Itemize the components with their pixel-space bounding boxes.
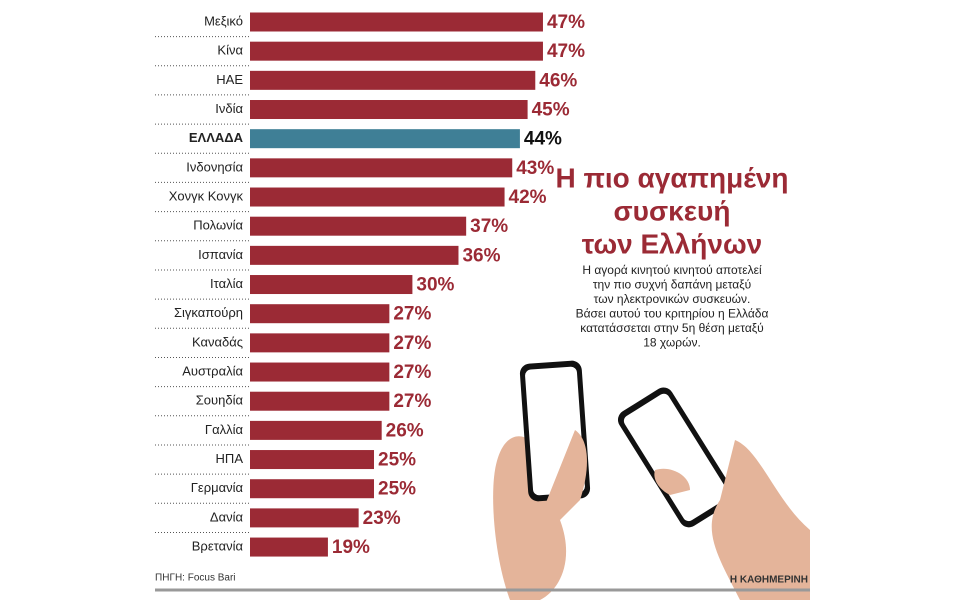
bar bbox=[250, 12, 543, 32]
category-label: ΗΠΑ bbox=[216, 451, 244, 466]
bar bbox=[250, 216, 467, 236]
category-label: Ιταλία bbox=[210, 276, 243, 291]
bar bbox=[250, 391, 390, 411]
value-label: 46% bbox=[539, 70, 577, 91]
value-label: 27% bbox=[393, 333, 431, 354]
bar bbox=[250, 158, 513, 178]
publisher: Η ΚΑΘΗΜΕΡΙΝΗ bbox=[730, 575, 808, 586]
category-label: Πολωνία bbox=[193, 218, 243, 233]
value-label: 30% bbox=[416, 275, 454, 296]
subtitle-line: κατατάσσεται στην 5η θέση μεταξύ bbox=[580, 321, 763, 335]
subtitle-line: Βάσει αυτού του κριτηρίου η Ελλάδα bbox=[576, 307, 769, 321]
value-label: 43% bbox=[516, 158, 554, 179]
value-label: 27% bbox=[393, 391, 431, 412]
subtitle-line: 18 χωρών. bbox=[643, 336, 701, 350]
value-label: 42% bbox=[509, 187, 547, 208]
value-label: 45% bbox=[532, 100, 570, 121]
value-label: 25% bbox=[378, 479, 416, 500]
bar bbox=[250, 41, 543, 61]
subtitle-line: την πιο συχνή δαπάνη μεταξύ bbox=[593, 278, 751, 292]
value-label: 26% bbox=[386, 420, 424, 441]
value-label: 47% bbox=[547, 41, 585, 62]
category-label: Γαλλία bbox=[205, 422, 244, 437]
category-label: Ισπανία bbox=[198, 247, 243, 262]
value-label: 36% bbox=[462, 245, 500, 266]
title-line: των Ελλήνων bbox=[582, 228, 762, 259]
bar bbox=[250, 537, 328, 557]
bar bbox=[250, 100, 528, 120]
bar bbox=[250, 508, 359, 528]
category-label: Καναδάς bbox=[192, 334, 243, 349]
bar bbox=[250, 304, 390, 324]
category-label: Βρετανία bbox=[192, 538, 244, 553]
title-line: συσκευή bbox=[614, 195, 731, 226]
category-label: Σιγκαπούρη bbox=[174, 305, 243, 320]
bar bbox=[250, 420, 382, 440]
category-label: Χονγκ Κονγκ bbox=[169, 188, 244, 203]
value-label: 27% bbox=[393, 362, 431, 383]
category-label: Σουηδία bbox=[196, 393, 244, 408]
category-label: Ινδία bbox=[215, 101, 243, 116]
value-label: 37% bbox=[470, 216, 508, 237]
bar bbox=[250, 362, 390, 382]
value-label: 47% bbox=[547, 12, 585, 33]
bar bbox=[250, 333, 390, 353]
title-line: Η πιο αγαπημένη bbox=[555, 162, 788, 193]
category-label: ΗΑΕ bbox=[216, 72, 243, 87]
subtitle-line: Η αγορά κινητού κινητού αποτελεί bbox=[582, 263, 762, 277]
bar bbox=[250, 129, 520, 149]
category-label: Κίνα bbox=[217, 43, 243, 58]
category-label: Αυστραλία bbox=[182, 363, 243, 378]
category-label: Δανία bbox=[210, 509, 244, 524]
value-label: 23% bbox=[363, 508, 401, 529]
value-label: 27% bbox=[393, 304, 431, 325]
source: ΠΗΓΗ: Focus Bari bbox=[155, 573, 236, 584]
bar bbox=[250, 479, 374, 499]
bar bbox=[250, 275, 413, 295]
bar bbox=[250, 70, 536, 90]
bar bbox=[250, 187, 505, 207]
value-label: 25% bbox=[378, 450, 416, 471]
category-label: Μεξικό bbox=[204, 13, 243, 28]
subtitle-line: των ηλεκτρονικών συσκευών. bbox=[594, 292, 751, 306]
category-label: Γερμανία bbox=[191, 480, 244, 495]
bar bbox=[250, 245, 459, 265]
value-label: 44% bbox=[524, 129, 562, 150]
phones-illustration bbox=[493, 360, 810, 600]
value-label: 19% bbox=[332, 537, 370, 558]
category-label: Ινδονησία bbox=[186, 159, 243, 174]
category-label: ΕΛΛΑΔΑ bbox=[189, 130, 244, 145]
bar bbox=[250, 450, 374, 470]
